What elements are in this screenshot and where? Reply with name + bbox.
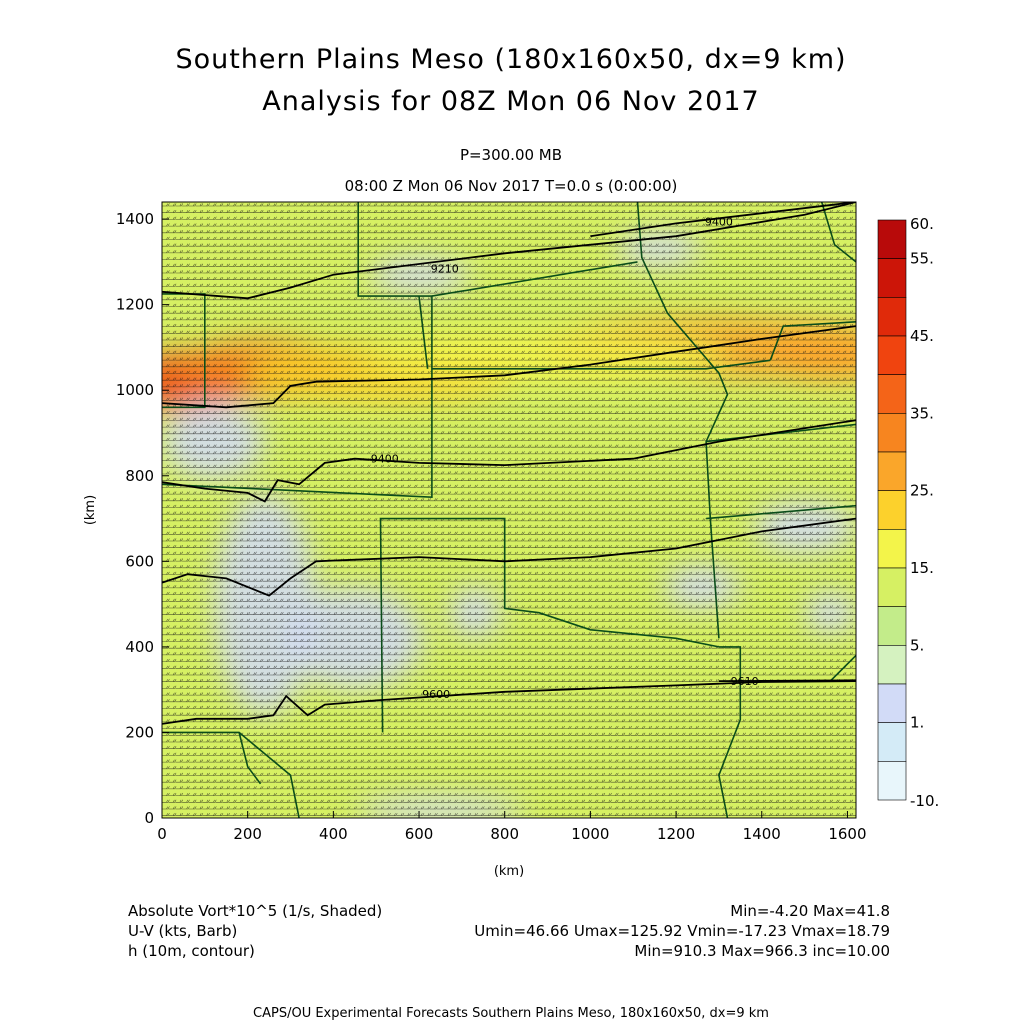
colorbar-swatch [877,297,907,337]
y-axis-label: (km) [83,495,98,525]
height-contour [162,419,856,503]
x-tick-label: 0 [157,825,167,843]
vorticity-region [753,257,856,309]
colorbar-label: 55. [910,250,934,268]
wind-legend-label: U-V (kts, Barb) [128,922,238,940]
colorbar-label: 60. [910,215,934,233]
colorbar-swatch [877,606,907,646]
height-contour [162,680,856,725]
contour-label: 9400 [705,215,733,228]
colorbar-label: 45. [910,327,934,345]
colorbar-swatch [877,722,907,762]
x-tick-label: 800 [490,825,519,843]
wind-barbs [162,203,856,816]
state-boundary [431,261,638,297]
state-boundary [238,732,262,785]
contour-label: 9600 [422,688,450,701]
chart-title: Southern Plains Meso (180x160x50, dx=9 k… [175,44,847,75]
chart-subtitle: Analysis for 08Z Mon 06 Nov 2017 [262,86,760,117]
footer-credit: CAPS/OU Experimental Forecasts Southern … [253,1006,769,1021]
contour-label: 9210 [431,262,459,275]
height-stats: Min=910.3 Max=966.3 inc=10.00 [634,942,890,960]
colorbar-swatch [877,451,907,491]
state-boundary [706,423,856,443]
colorbar-swatch [877,567,907,607]
x-tick-label: 1200 [657,825,695,843]
state-boundary [162,731,300,818]
colorbar-swatch [877,645,907,685]
x-tick-label: 600 [405,825,434,843]
colorbar-label: 35. [910,404,934,422]
colorbar-swatch [877,335,907,375]
vorticity-region [761,330,856,382]
state-boundary [431,359,771,370]
colorbar-swatch [877,490,907,530]
height-legend-label: h (10m, contour) [128,942,255,960]
height-contour [162,202,856,300]
vorticity-stats: Min=-4.20 Max=41.8 [730,902,890,920]
colorbar-swatch [877,529,907,569]
colorbar-swatch [877,413,907,453]
contour-label: 9610 [731,675,759,688]
vorticity-region [286,587,424,690]
height-contour [162,325,856,409]
state-boundary [379,517,720,733]
colorbar-label: 25. [910,482,934,500]
x-tick-label: 200 [233,825,262,843]
state-boundary [636,202,729,639]
y-tick-label: 200 [125,723,154,741]
height-contour [718,679,856,682]
state-boundary [769,321,856,361]
height-contour [162,517,856,597]
plot-frame [161,201,857,819]
pressure-level: P=300.00 MB [459,146,563,164]
state-boundary [418,296,429,369]
y-tick-label: 0 [144,809,154,827]
state-boundary [718,646,742,818]
colorbar-swatch [877,761,907,801]
colorbar-label: 1. [910,714,924,732]
vorticity-legend-label: Absolute Vort*10^5 (1/s, Shaded) [128,902,383,920]
y-tick-label: 600 [125,552,154,570]
x-tick-label: 1600 [828,825,866,843]
vorticity-region [367,330,728,382]
x-tick-label: 1400 [743,825,781,843]
colorbar-swatch [877,258,907,298]
y-tick-label: 400 [125,638,154,656]
y-tick-label: 1400 [116,210,154,228]
colorbar-label: 5. [910,636,924,654]
y-tick-label: 1000 [116,381,154,399]
x-axis-label: (km) [494,864,524,879]
height-contour [590,202,856,238]
valid-time: 08:00 Z Mon 06 Nov 2017 T=0.0 s (0:00:00… [344,177,678,195]
colorbar-swatch [877,219,907,259]
state-boundary [820,202,856,263]
colorbar-label: 15. [910,559,934,577]
y-tick-label: 1200 [116,296,154,314]
x-tick-label: 1000 [571,825,609,843]
vorticity-region [663,565,741,609]
state-boundary [706,504,856,520]
vorticity-region [804,591,856,635]
colorbar-swatch [877,374,907,414]
x-tick-label: 400 [319,825,348,843]
state-boundary [829,654,856,682]
vorticity-region [213,492,317,716]
contour-label: 9400 [371,453,399,466]
colorbar-label: -10. [910,792,939,810]
colorbar-swatch [877,683,907,723]
vorticity-region [162,403,265,481]
wind-stats: Umin=46.66 Umax=125.92 Vmin=-17.23 Vmax=… [474,922,890,940]
y-tick-label: 800 [125,467,154,485]
